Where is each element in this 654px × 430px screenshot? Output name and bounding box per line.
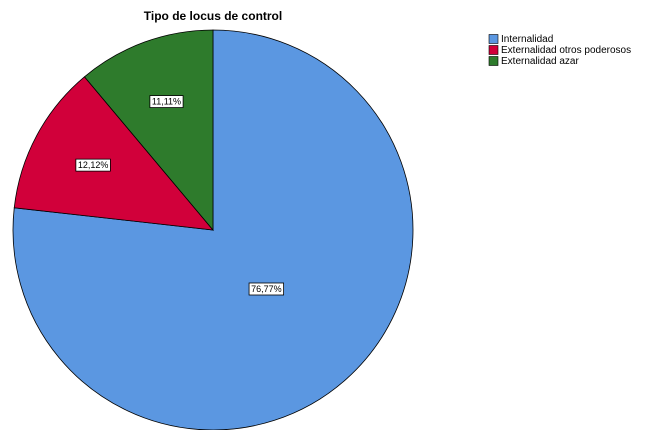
legend-label: Externalidad azar — [501, 56, 579, 67]
data-label: 12,12% — [78, 160, 109, 170]
data-label: 11,11% — [152, 97, 181, 107]
legend-swatch — [488, 34, 499, 44]
data-label-box — [75, 158, 111, 172]
chart-title: Tipo de locus de control — [144, 9, 282, 23]
pie-slice — [83, 29, 214, 232]
legend-label: Internalidad — [501, 34, 553, 45]
data-label-box — [248, 282, 285, 296]
legend-swatch — [488, 45, 499, 55]
legend-swatch — [488, 56, 499, 66]
pie-slice — [13, 76, 214, 231]
data-label-box — [149, 95, 184, 108]
data-label: 76,77% — [251, 284, 282, 294]
pie-slice — [12, 29, 414, 430]
legend-label: Externalidad otros poderosos — [501, 45, 631, 56]
